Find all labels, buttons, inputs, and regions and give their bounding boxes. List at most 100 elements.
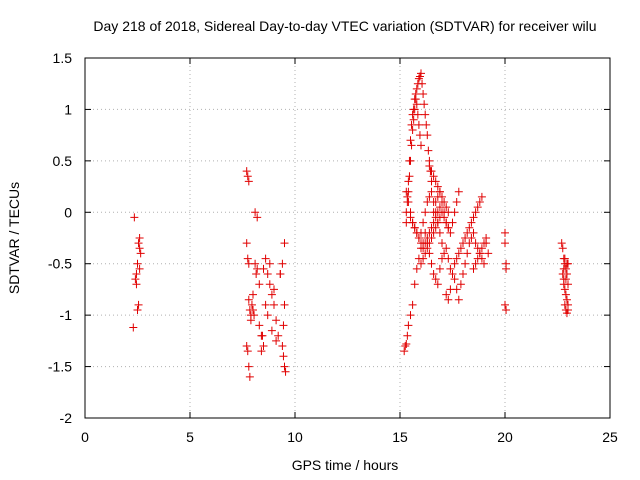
data-point bbox=[418, 79, 427, 88]
data-point bbox=[406, 136, 415, 145]
data-point bbox=[562, 259, 571, 268]
data-point bbox=[417, 141, 425, 150]
data-point bbox=[431, 177, 440, 186]
data-point bbox=[419, 90, 428, 98]
data-point bbox=[459, 239, 467, 248]
data-point bbox=[402, 339, 411, 348]
data-point bbox=[420, 100, 429, 109]
data-point bbox=[413, 110, 422, 119]
data-point bbox=[272, 336, 281, 345]
data-point bbox=[280, 362, 289, 371]
data-point bbox=[444, 208, 453, 217]
data-point bbox=[480, 239, 488, 248]
data-point bbox=[421, 110, 430, 119]
data-point bbox=[255, 280, 264, 289]
y-tick-label: 1.5 bbox=[53, 50, 73, 66]
data-point bbox=[448, 218, 457, 227]
data-point bbox=[409, 115, 418, 124]
x-tick-label: 15 bbox=[392, 429, 408, 445]
data-point bbox=[423, 131, 432, 140]
data-point bbox=[433, 218, 442, 227]
data-point bbox=[401, 342, 410, 350]
data-point bbox=[480, 259, 488, 268]
data-point bbox=[558, 244, 567, 253]
data-point bbox=[429, 172, 438, 181]
data-point bbox=[442, 203, 451, 212]
data-point bbox=[249, 290, 257, 299]
y-tick-label: -0.5 bbox=[48, 256, 72, 272]
data-point bbox=[454, 187, 463, 196]
data-point bbox=[276, 270, 285, 278]
x-tick-label: 0 bbox=[81, 429, 89, 445]
data-point bbox=[406, 156, 415, 165]
data-point bbox=[267, 290, 276, 299]
y-tick-label: -1.5 bbox=[48, 359, 72, 375]
data-point bbox=[564, 280, 572, 289]
y-axis-ticks: -2 -1.5 -1 -0.5 0 0.5 1 1.5 bbox=[48, 50, 610, 426]
data-point bbox=[435, 187, 444, 196]
data-point bbox=[263, 270, 272, 278]
data-point bbox=[501, 300, 509, 309]
data-point bbox=[267, 326, 276, 335]
data-point bbox=[244, 362, 253, 371]
data-point bbox=[263, 311, 272, 320]
data-point bbox=[414, 74, 423, 83]
data-point bbox=[406, 311, 415, 320]
data-point bbox=[265, 259, 274, 268]
data-point bbox=[560, 254, 569, 263]
data-point bbox=[402, 187, 411, 196]
data-point bbox=[461, 234, 470, 242]
data-point bbox=[133, 306, 142, 314]
data-point bbox=[559, 264, 568, 273]
data-point bbox=[469, 213, 478, 222]
data-point bbox=[467, 218, 476, 227]
data-point bbox=[259, 264, 268, 273]
data-point bbox=[469, 264, 478, 273]
data-point bbox=[419, 254, 428, 263]
y-tick-label: 1 bbox=[64, 101, 72, 117]
data-point bbox=[502, 306, 511, 314]
data-point bbox=[450, 275, 459, 284]
data-point bbox=[243, 172, 252, 181]
data-point bbox=[279, 321, 288, 330]
data-point bbox=[427, 187, 436, 196]
data-point bbox=[253, 213, 262, 222]
data-point bbox=[404, 321, 413, 330]
data-point bbox=[411, 95, 420, 104]
data-point bbox=[477, 244, 486, 253]
data-point bbox=[251, 208, 260, 217]
x-tick-label: 25 bbox=[602, 429, 618, 445]
data-point bbox=[250, 311, 259, 320]
x-axis-ticks: 0 5 10 15 20 25 bbox=[81, 58, 618, 445]
data-point bbox=[442, 290, 451, 299]
data-point bbox=[131, 275, 140, 284]
data-point bbox=[446, 285, 455, 294]
data-point bbox=[482, 234, 491, 242]
data-point bbox=[410, 280, 419, 289]
data-point bbox=[501, 239, 509, 248]
data-point bbox=[473, 254, 482, 263]
data-point bbox=[475, 198, 484, 206]
data-point bbox=[501, 228, 509, 237]
plot-border bbox=[84, 57, 611, 419]
x-axis-label: GPS time / hours bbox=[292, 457, 399, 473]
data-point bbox=[417, 259, 425, 268]
data-point bbox=[243, 347, 252, 356]
data-point bbox=[424, 146, 433, 155]
data-point bbox=[407, 141, 416, 150]
data-point bbox=[421, 208, 430, 217]
data-point bbox=[408, 218, 417, 227]
data-point bbox=[425, 192, 434, 201]
data-point bbox=[433, 182, 442, 191]
data-point bbox=[454, 249, 463, 258]
data-point bbox=[473, 203, 482, 212]
data-point bbox=[132, 270, 141, 278]
data-point bbox=[561, 275, 570, 284]
data-point bbox=[134, 300, 143, 309]
data-point bbox=[136, 249, 145, 258]
data-point bbox=[471, 259, 480, 268]
data-point bbox=[280, 300, 289, 309]
data-point bbox=[461, 259, 470, 268]
y-tick-label: 0.5 bbox=[53, 153, 73, 169]
